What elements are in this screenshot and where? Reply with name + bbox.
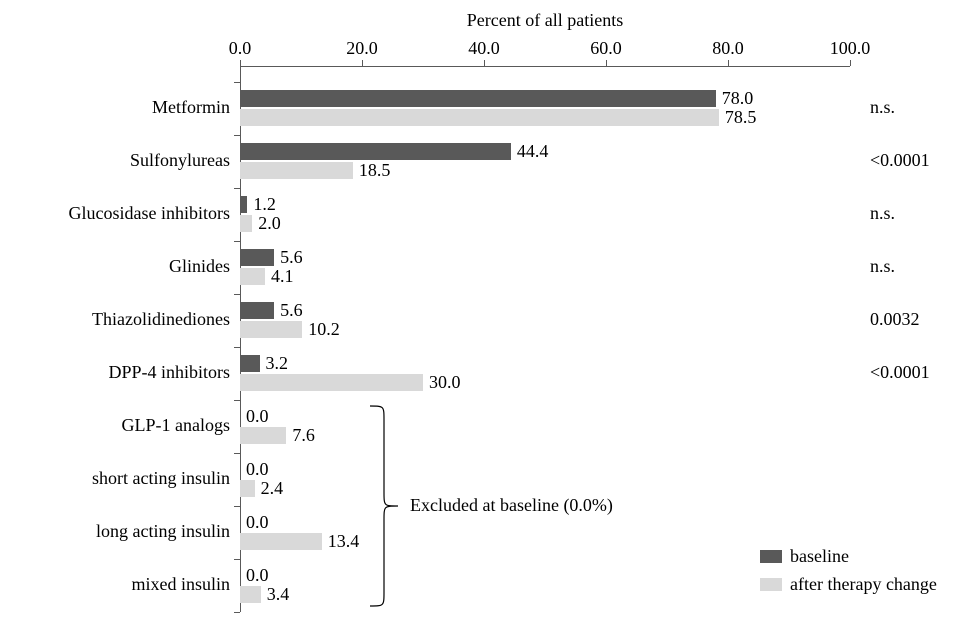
value-label-baseline: 0.0	[246, 512, 269, 533]
p-value-label: n.s.	[870, 97, 895, 118]
value-label-baseline: 5.6	[280, 300, 303, 321]
bar-after	[240, 268, 265, 285]
x-tick	[728, 60, 729, 66]
bar-baseline	[240, 302, 274, 319]
y-tick	[234, 559, 240, 560]
category-label: mixed insulin	[132, 574, 231, 595]
bar-baseline	[240, 143, 511, 160]
bar-baseline	[240, 355, 260, 372]
value-label-baseline: 0.0	[246, 406, 269, 427]
x-tick-label: 40.0	[468, 38, 500, 59]
bar-after	[240, 374, 423, 391]
value-label-baseline: 78.0	[722, 88, 754, 109]
category-label: DPP-4 inhibitors	[108, 362, 230, 383]
x-tick-label: 60.0	[590, 38, 622, 59]
x-tick-label: 0.0	[229, 38, 252, 59]
x-tick	[484, 60, 485, 66]
x-tick-label: 80.0	[712, 38, 744, 59]
category-label: long acting insulin	[96, 521, 230, 542]
legend-label: baseline	[790, 546, 849, 567]
y-tick	[234, 453, 240, 454]
x-axis-line	[240, 66, 850, 67]
bar-baseline	[240, 249, 274, 266]
p-value-label: n.s.	[870, 256, 895, 277]
bar-after	[240, 109, 719, 126]
value-label-after: 18.5	[359, 160, 391, 181]
value-label-after: 78.5	[725, 107, 757, 128]
y-tick	[234, 188, 240, 189]
value-label-after: 7.6	[292, 425, 315, 446]
category-label: Glucosidase inhibitors	[69, 203, 230, 224]
value-label-baseline: 5.6	[280, 247, 303, 268]
y-tick	[234, 294, 240, 295]
legend-swatch	[760, 550, 782, 563]
bar-after	[240, 533, 322, 550]
category-label: Sulfonylureas	[130, 150, 230, 171]
value-label-after: 30.0	[429, 372, 461, 393]
excluded-note: Excluded at baseline (0.0%)	[410, 495, 613, 516]
y-tick	[234, 506, 240, 507]
y-tick	[234, 612, 240, 613]
bar-baseline	[240, 196, 247, 213]
bar-after	[240, 321, 302, 338]
legend-label: after therapy change	[790, 574, 937, 595]
category-label: Glinides	[169, 256, 230, 277]
y-tick	[234, 347, 240, 348]
bar-after	[240, 162, 353, 179]
value-label-after: 10.2	[308, 319, 340, 340]
x-tick	[850, 60, 851, 66]
value-label-after: 2.4	[261, 478, 284, 499]
y-tick	[234, 241, 240, 242]
category-label: GLP-1 analogs	[122, 415, 230, 436]
p-value-label: 0.0032	[870, 309, 920, 330]
value-label-baseline: 0.0	[246, 459, 269, 480]
brace-icon	[370, 406, 410, 606]
value-label-baseline: 44.4	[517, 141, 549, 162]
legend-swatch	[760, 578, 782, 591]
p-value-label: <0.0001	[870, 150, 930, 171]
y-tick	[234, 135, 240, 136]
y-tick	[234, 400, 240, 401]
category-label: Thiazolidinediones	[92, 309, 230, 330]
value-label-baseline: 3.2	[266, 353, 289, 374]
bar-after	[240, 480, 255, 497]
bar-after	[240, 427, 286, 444]
category-label: short acting insulin	[92, 468, 230, 489]
x-axis-title: Percent of all patients	[240, 10, 850, 31]
category-label: Metformin	[152, 97, 230, 118]
y-tick	[234, 82, 240, 83]
x-tick-label: 20.0	[346, 38, 378, 59]
bar-after	[240, 215, 252, 232]
value-label-after: 3.4	[267, 584, 290, 605]
x-tick-label: 100.0	[830, 38, 871, 59]
p-value-label: <0.0001	[870, 362, 930, 383]
value-label-after: 4.1	[271, 266, 294, 287]
p-value-label: n.s.	[870, 203, 895, 224]
bar-after	[240, 586, 261, 603]
x-tick	[362, 60, 363, 66]
x-tick	[606, 60, 607, 66]
value-label-baseline: 1.2	[253, 194, 276, 215]
bar-baseline	[240, 90, 716, 107]
bar-chart: Percent of all patients 0.0 20.0 40.0 60.0 80…	[0, 0, 960, 642]
value-label-after: 2.0	[258, 213, 281, 234]
value-label-baseline: 0.0	[246, 565, 269, 586]
value-label-after: 13.4	[328, 531, 360, 552]
